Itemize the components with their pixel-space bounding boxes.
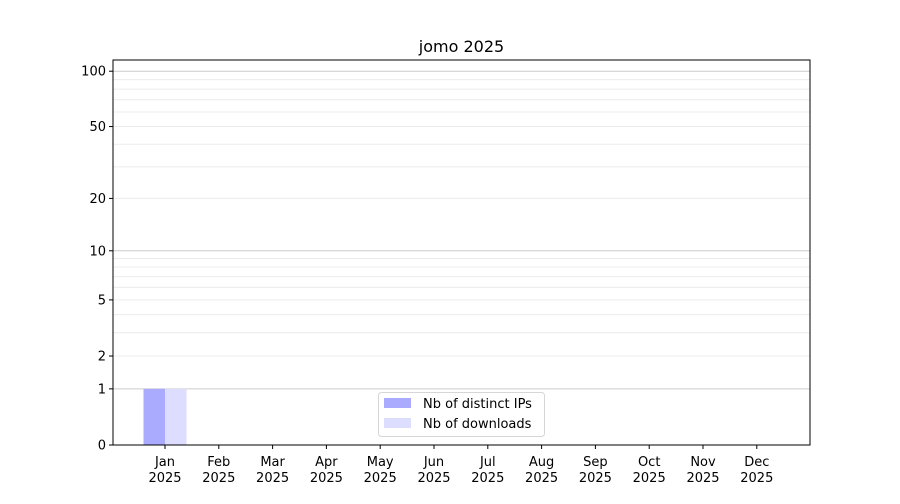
x-tick-label: Sep 2025 xyxy=(579,455,612,486)
y-axis: 0 1 2 5 10 20 50 100 xyxy=(81,65,113,454)
legend-label: Nb of distinct IPs xyxy=(423,397,532,412)
x-tick-label: May 2025 xyxy=(364,455,397,486)
bar-distinct-ips xyxy=(143,388,165,445)
x-tick-label: Nov 2025 xyxy=(686,455,719,486)
legend-swatch xyxy=(384,398,411,408)
legend: Nb of distinct IPs Nb of downloads xyxy=(378,392,545,437)
x-tick-label: Dec 2025 xyxy=(740,455,773,486)
x-tick-label: Aug 2025 xyxy=(525,455,558,486)
x-tick-label: Apr 2025 xyxy=(310,455,343,486)
y-tick-label: 10 xyxy=(89,244,106,259)
x-tick-label: Jul 2025 xyxy=(471,455,504,486)
y-tick-label: 1 xyxy=(98,382,106,397)
plot-frame xyxy=(112,59,811,446)
x-tick-label: Jun 2025 xyxy=(417,455,450,486)
legend-box xyxy=(378,392,545,437)
chart-title: jomo 2025 xyxy=(418,37,504,56)
y-tick-label: 100 xyxy=(81,65,106,80)
x-axis: Jan 2025 Feb 2025 Mar 2025 Apr 2025 May 2025 Jun 20… xyxy=(148,445,773,486)
y-tick-label: 5 xyxy=(98,293,106,308)
x-tick-label: Feb 2025 xyxy=(202,455,235,486)
bar-downloads xyxy=(165,388,187,445)
x-tick-label: Oct 2025 xyxy=(633,455,666,486)
bars xyxy=(143,388,187,445)
grid xyxy=(113,70,810,390)
y-tick-label: 20 xyxy=(89,192,106,207)
x-tick-label: Mar 2025 xyxy=(256,455,289,486)
y-tick-label: 50 xyxy=(89,120,106,135)
y-tick-label: 2 xyxy=(98,350,106,365)
x-tick-label: Jan 2025 xyxy=(148,455,181,486)
legend-label: Nb of downloads xyxy=(423,417,532,432)
legend-swatch xyxy=(384,418,411,428)
y-tick-label: 0 xyxy=(98,439,106,454)
